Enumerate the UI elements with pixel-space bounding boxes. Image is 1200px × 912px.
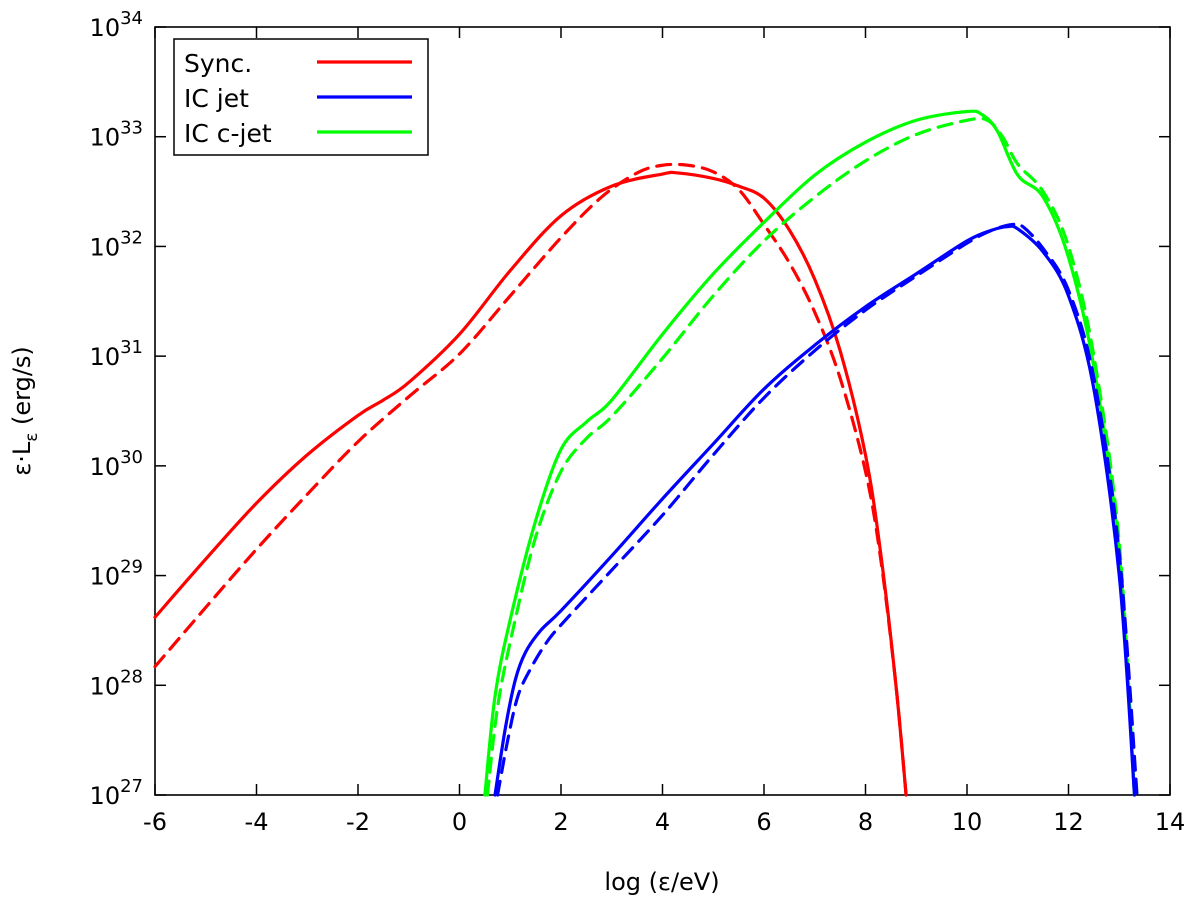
x-tick-label: -2 [346, 808, 370, 836]
axis-ticks [154, 26, 1171, 796]
series-line-sync-dashed [153, 162, 908, 797]
y-tick-label: 1029 [90, 557, 143, 591]
x-tick-label: 14 [1155, 808, 1186, 836]
y-axis-label: ε·Lε (erg/s) [8, 346, 42, 476]
x-tick-label: -6 [143, 808, 167, 836]
legend: Sync. IC jet IC c-jet [173, 38, 429, 156]
x-tick-label: -4 [245, 808, 269, 836]
x-tick-label: 8 [858, 808, 873, 836]
y-tick-label: 1033 [90, 118, 143, 152]
series-layer [153, 109, 1139, 797]
series-line-ic-jet-solid [493, 224, 1137, 797]
x-tick-label: 6 [756, 808, 771, 836]
tick-labels: -6 -4 -2 0 2 4 6 8 10 12 14 1027 1028 1029 1030 1031 103… [90, 8, 1186, 836]
series-line-sync-solid [153, 170, 908, 797]
legend-label-ic-c-jet: IC c-jet [184, 119, 272, 148]
x-tick-label: 4 [655, 808, 670, 836]
y-tick-label: 1030 [90, 447, 143, 481]
x-tick-label: 0 [452, 808, 467, 836]
legend-label-ic-jet: IC jet [184, 84, 249, 113]
y-tick-label: 1028 [90, 666, 143, 700]
series-line-ic-c-jet-dashed [485, 116, 1137, 797]
series-line-ic-jet-dashed [495, 222, 1139, 797]
y-tick-label: 1032 [90, 227, 143, 261]
y-tick-label: 1027 [90, 776, 143, 810]
y-tick-label: 1034 [90, 8, 143, 42]
legend-label-sync: Sync. [184, 49, 252, 78]
x-tick-label: 2 [553, 808, 568, 836]
x-axis-label: log (ε/eV) [604, 868, 719, 896]
series-line-ic-c-jet-solid [483, 109, 1137, 797]
x-tick-label: 12 [1053, 808, 1084, 836]
y-tick-label: 1031 [90, 337, 143, 371]
x-tick-label: 10 [952, 808, 983, 836]
